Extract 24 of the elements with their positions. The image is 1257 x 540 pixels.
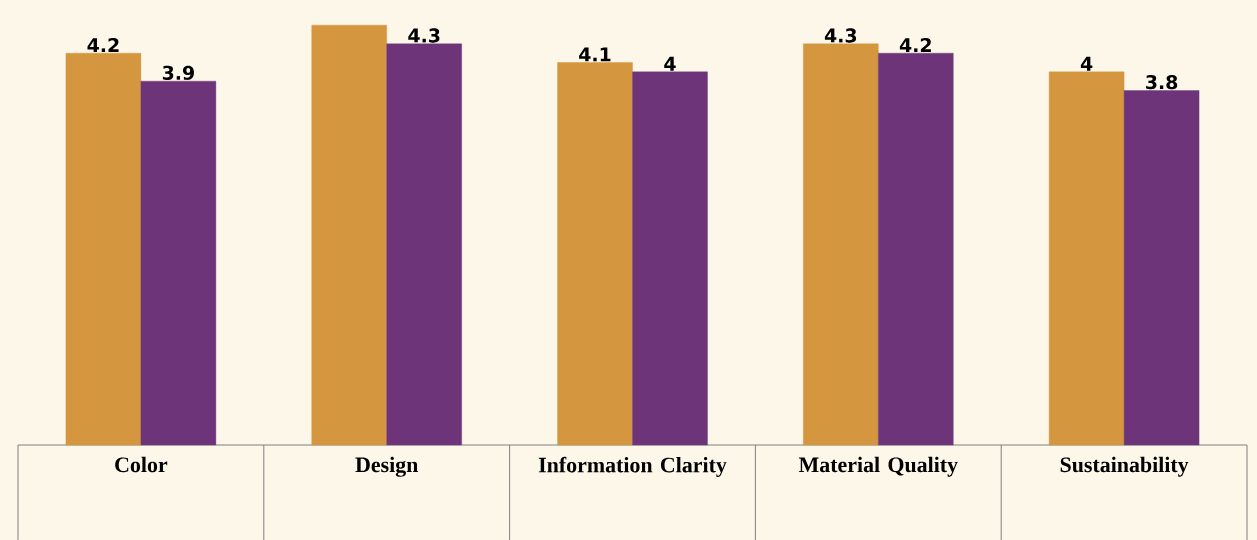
bar [1123, 90, 1200, 446]
data-label: 4.3 [408, 28, 440, 43]
bar [878, 52, 954, 446]
bar [140, 80, 217, 446]
x-tick-label: Information Clarity [538, 456, 727, 477]
data-label: 4.2 [87, 37, 119, 52]
x-tick-label: Color [115, 456, 168, 473]
x-tick-label: Material Quality [798, 456, 958, 477]
x-tick-label: Design [355, 456, 419, 477]
data-label: 4.3 [824, 28, 857, 43]
bar [1048, 71, 1125, 446]
bar [557, 62, 633, 446]
bar [386, 43, 462, 446]
bar [65, 52, 142, 446]
data-label: 4 [664, 56, 676, 71]
bar [803, 43, 879, 446]
data-label: 4.2 [899, 37, 931, 52]
x-tick-label: Sustainability [1060, 456, 1189, 477]
bar [311, 24, 387, 446]
data-label: 3.8 [1146, 74, 1178, 90]
data-label: 4.1 [579, 47, 611, 62]
data-label: 4 [1080, 56, 1093, 71]
data-label: 3.9 [162, 65, 194, 80]
bar [632, 71, 708, 446]
